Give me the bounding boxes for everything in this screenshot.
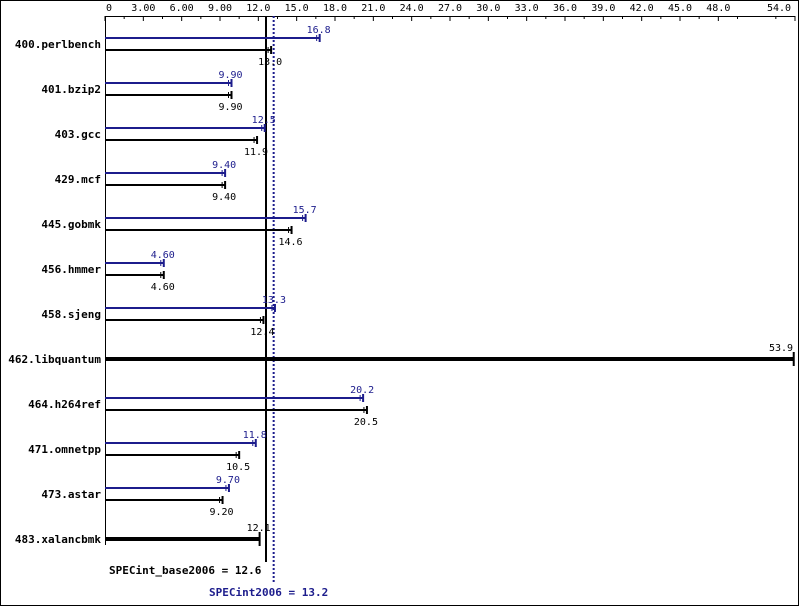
x-tick-label: 0 [106,3,112,14]
bar-peak-label: 20.2 [350,385,374,396]
bar-peak-label: 13.3 [262,295,286,306]
category-label: 464.h264ref [28,398,101,411]
category-label: 456.hmmer [41,263,101,276]
bar-base-label: 11.9 [244,147,268,158]
bar-base-label: 9.20 [210,507,234,518]
bar-combined-label: 53.9 [769,343,793,354]
category-label: 458.sjeng [41,308,101,321]
category-label: 400.perlbench [15,38,101,51]
category-label: 445.gobmk [41,218,101,231]
category-label: 403.gcc [55,128,101,141]
x-tick-label: 6.00 [170,3,194,14]
x-tick-label: 27.0 [438,3,462,14]
category-labels: 400.perlbench 401.bzip2 403.gcc 429.mcf 445.… [8,38,101,546]
bar-peak-label: 9.70 [216,475,240,486]
bar-combined-label: 12.1 [247,523,271,534]
x-tick-label: 24.0 [400,3,424,14]
x-tick-label: 39.0 [591,3,615,14]
x-tick-label: 15.0 [285,3,309,14]
x-tick-label: 33.0 [515,3,539,14]
summary-peak-label: SPECint2006 = 13.2 [209,586,328,599]
x-tick-label: 48.0 [706,3,730,14]
category-label: 462.libquantum [8,353,101,366]
bar-peak-label: 12.5 [252,115,276,126]
category-label: 401.bzip2 [41,83,101,96]
x-tick-label: 36.0 [553,3,577,14]
bar-peak-label: 15.7 [293,205,317,216]
x-ticks: 0 3.00 6.00 9.00 12.0 15.0 18.0 21.0 24.0 27.0 30.… [104,3,796,21]
category-label: 471.omnetpp [28,443,101,456]
x-tick-label: 3.00 [131,3,155,14]
x-tick-label: 54.0 [767,3,791,14]
x-tick-label: 42.0 [630,3,654,14]
bar-base-label: 10.5 [226,462,250,473]
bar-base-label: 9.40 [212,192,236,203]
bar-base-label: 13.0 [258,57,282,68]
bar-base-label: 20.5 [354,417,378,428]
reference-lines [265,16,275,584]
bar-base-label: 4.60 [151,282,175,293]
x-tick-label: 9.00 [208,3,232,14]
category-label: 429.mcf [55,173,101,186]
x-tick-label: 45.0 [668,3,692,14]
x-tick-label: 30.0 [476,3,500,14]
x-tick-label: 21.0 [361,3,385,14]
summary-base-label: SPECint_base2006 = 12.6 [109,564,262,577]
bar-peak-label: 11.8 [243,430,267,441]
x-tick-label: 18.0 [323,3,347,14]
bar-peak-label: 16.8 [307,25,331,36]
bar-peak-label: 9.90 [218,70,242,81]
bar-base-label: 14.6 [279,237,303,248]
category-label: 483.xalancbmk [15,533,101,546]
bars: 16.8 13.0 9.90 9.90 12.5 11.9 9.40 9.40 15.7 14.6… [105,25,795,546]
category-label: 473.astar [41,488,101,501]
bar-peak-label: 4.60 [151,250,175,261]
bar-base-label: 9.90 [218,102,242,113]
bar-peak-label: 9.40 [212,160,236,171]
bar-base-label: 12.4 [250,327,274,338]
x-tick-label: 12.0 [246,3,270,14]
